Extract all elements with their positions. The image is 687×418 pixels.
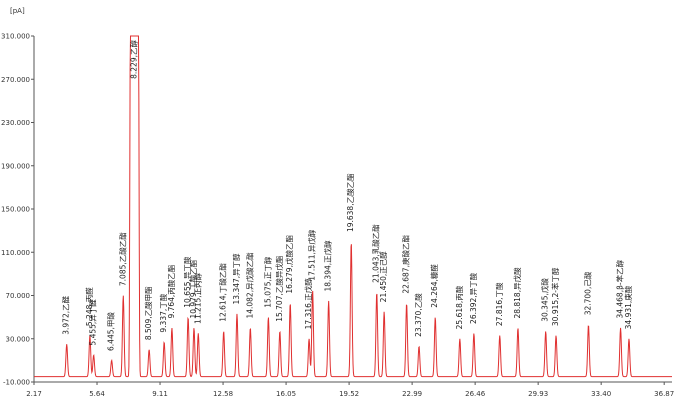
x-tick-label: 19.52 [339,390,359,398]
peak-label: 11.215,正丙醇 [192,272,202,324]
peak-label: 23.370,乙酸 [413,293,423,337]
y-tick-label: 230.000 [1,119,30,127]
axis-ticks: 310.000 270.000 230.000 190.000 150.000 110.0… [1,33,674,399]
x-tick-label: 29.93 [528,390,548,398]
peak-label: 7.085,乙酸乙酯 [117,232,127,286]
peak-label: 34.468,β-苯乙醇 [615,259,625,318]
peak-label: 24.264,糠醛 [429,264,439,308]
peak-label: 26.392,异丁酸 [468,272,478,324]
x-tick-label: 22.99 [402,390,422,398]
peak-label: 10.655,异丁酸 [182,256,192,308]
peak-label: 21.450,正己醇 [378,251,388,303]
peak-label: 25.618,丙酸 [454,285,464,329]
peak-label: 12.614,丁酸乙酯 [218,263,228,322]
peak-label: 10.979,丁酸乙酯 [188,259,198,318]
x-tick-label: 9.11 [152,390,168,398]
x-tick-label: 5.64 [89,390,105,398]
x-tick-label: 16.05 [276,390,296,398]
chromatogram-trace [34,35,672,378]
peak-label: 8.509,乙酸甲酯 [143,286,153,340]
y-tick-label: 270.000 [1,76,30,84]
peak-label: 5.455,异丁醛 [88,299,98,346]
y-tick-label: 150.000 [1,206,30,214]
peak-label: 17.316,正戊醇 [303,278,313,330]
x-tick-label: 2.17 [26,390,42,398]
peak-label: 21.043,乳酸乙酯 [371,224,381,283]
y-tick-label: -10.000 [3,379,30,387]
peak-label: 15.075,正丁醇 [262,256,272,308]
peak-labels: 3.972,乙醛 5.248,丙醛5.455,异丁醛 6.445,甲酸 7.085,乙… [61,40,633,351]
peak-label: 15.707,乙酸异戊酯 [274,255,284,322]
peak-label: 9.764,丙酸乙酯 [166,264,176,318]
peak-label: 30.915,2-苯丁醇 [550,267,560,326]
peak-label: 13.347,异丁醇 [231,253,241,305]
x-tick-label: 36.87 [654,390,674,398]
y-tick-label: 110.000 [1,249,30,257]
peak-label: 30.345,戊酸 [540,278,550,322]
peak-label: 5.248,丙醛 [84,287,94,326]
x-tick-label: 26.46 [465,390,486,398]
peak-label: 27.816,丁酸 [494,282,504,326]
peak-label: 32.700,己酸 [582,271,592,315]
peak-label: 17.511,异戊醇 [307,229,317,281]
peak-label: 19.638,乙酸乙酯 [345,173,355,232]
x-tick-label: 33.40 [591,390,611,398]
peak-label: 34.931,庚酸 [623,285,633,329]
y-tick-label: 30.000 [6,335,31,343]
peak-label: 28.818,异戊酸 [512,267,522,319]
peak-label: 8.229,乙醇 [128,40,138,79]
peak-label: 3.972,乙醛 [61,295,71,334]
y-tick-label: 190.000 [1,162,30,170]
peak-label: 22.687,庚酸乙酯 [401,235,411,294]
y-tick-label: 70.000 [6,292,31,300]
y-tick-label: 310.000 [1,33,30,41]
peak-label: 16.279,戊酸乙酯 [284,235,294,294]
peak-label: 14.082,异戊酸乙酯 [244,252,254,319]
y-axis-unit: [pA] [10,7,25,15]
peak-label: 6.445,甲酸 [106,312,116,351]
peak-label: 9.337,丁酸 [158,293,168,332]
x-tick-label: 12.58 [213,390,233,398]
peak-label: 18.394,正戊醇 [323,240,333,292]
